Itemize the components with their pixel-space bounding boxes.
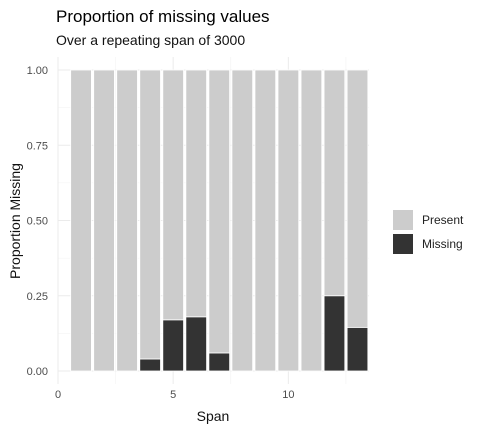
x-tick-label: 0	[55, 389, 61, 401]
bar-missing-7	[208, 352, 231, 372]
bar-present-6	[185, 69, 207, 318]
y-tick-label: 0.00	[27, 366, 48, 378]
legend-item-missing: Missing	[393, 232, 463, 256]
bar-missing-5	[162, 319, 184, 372]
y-tick-label: 0.25	[27, 291, 48, 303]
bar-present-7	[208, 69, 231, 354]
legend-label-present: Present	[422, 213, 464, 227]
bar-missing-12	[323, 295, 346, 372]
y-tick-label: 0.50	[27, 216, 48, 228]
bar-present-13	[346, 69, 369, 328]
x-tick-label: 10	[282, 389, 294, 401]
x-axis-label: Span	[197, 408, 230, 424]
bar-present-9	[254, 69, 277, 372]
legend-label-missing: Missing	[422, 237, 463, 251]
y-tick-label: 1.00	[27, 65, 48, 77]
chart-subtitle: Over a repeating span of 3000	[56, 32, 246, 48]
bar-present-3	[116, 69, 138, 372]
bar-present-10	[277, 69, 300, 372]
legend: Present Missing	[393, 208, 463, 256]
legend-item-present: Present	[393, 208, 463, 232]
bar-present-12	[323, 69, 346, 297]
legend-key-present	[393, 210, 413, 230]
x-tick-labels: 0 5 10	[55, 389, 295, 401]
bar-missing-4	[139, 358, 161, 372]
bar-present-5	[162, 69, 184, 321]
y-tick-label: 0.75	[27, 140, 48, 152]
y-tick-labels: 0.00 0.25 0.50 0.75 1.00	[27, 65, 48, 378]
x-tick-label: 5	[170, 389, 176, 401]
legend-key-missing	[393, 234, 413, 254]
bar-present-4	[139, 69, 161, 360]
y-axis-label: Proportion Missing	[7, 163, 23, 279]
bar-present-2	[93, 69, 115, 372]
bar-present-1	[70, 69, 92, 372]
bar-present-11	[300, 69, 323, 372]
bar-missing-13	[346, 326, 369, 372]
bars	[70, 69, 369, 372]
bar-missing-6	[185, 316, 207, 372]
chart-title: Proportion of missing values	[56, 7, 270, 26]
bar-present-8	[231, 69, 254, 372]
